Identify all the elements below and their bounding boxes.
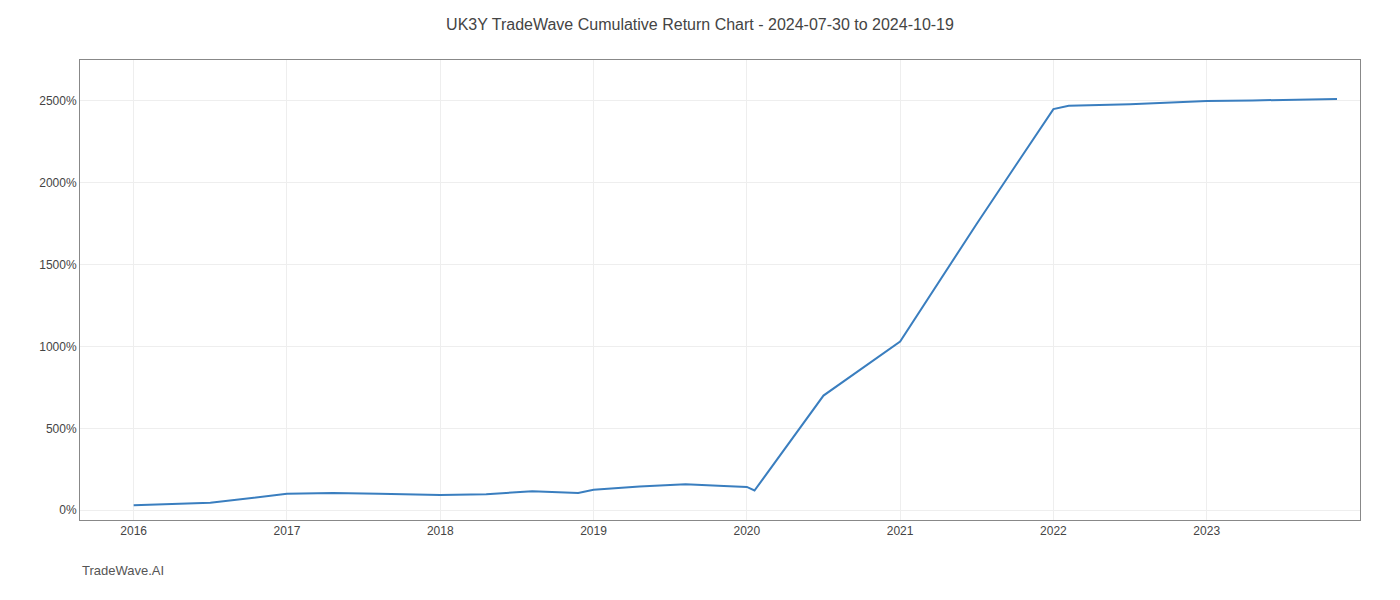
svg-text:2017: 2017	[274, 524, 301, 538]
svg-text:2016: 2016	[120, 524, 147, 538]
svg-text:2000%: 2000%	[39, 176, 77, 190]
svg-text:UK3Y TradeWave Cumulative Retu: UK3Y TradeWave Cumulative Return Chart -…	[446, 16, 954, 33]
svg-text:2020: 2020	[733, 524, 760, 538]
svg-text:0%: 0%	[59, 503, 77, 517]
svg-text:2018: 2018	[427, 524, 454, 538]
svg-text:2023: 2023	[1193, 524, 1220, 538]
svg-text:2021: 2021	[887, 524, 914, 538]
svg-text:1500%: 1500%	[39, 258, 77, 272]
svg-text:2019: 2019	[580, 524, 607, 538]
svg-text:500%: 500%	[46, 422, 77, 436]
svg-text:TradeWave.AI: TradeWave.AI	[82, 563, 164, 578]
svg-text:1000%: 1000%	[39, 340, 77, 354]
svg-text:2022: 2022	[1040, 524, 1067, 538]
svg-text:2500%: 2500%	[39, 94, 77, 108]
